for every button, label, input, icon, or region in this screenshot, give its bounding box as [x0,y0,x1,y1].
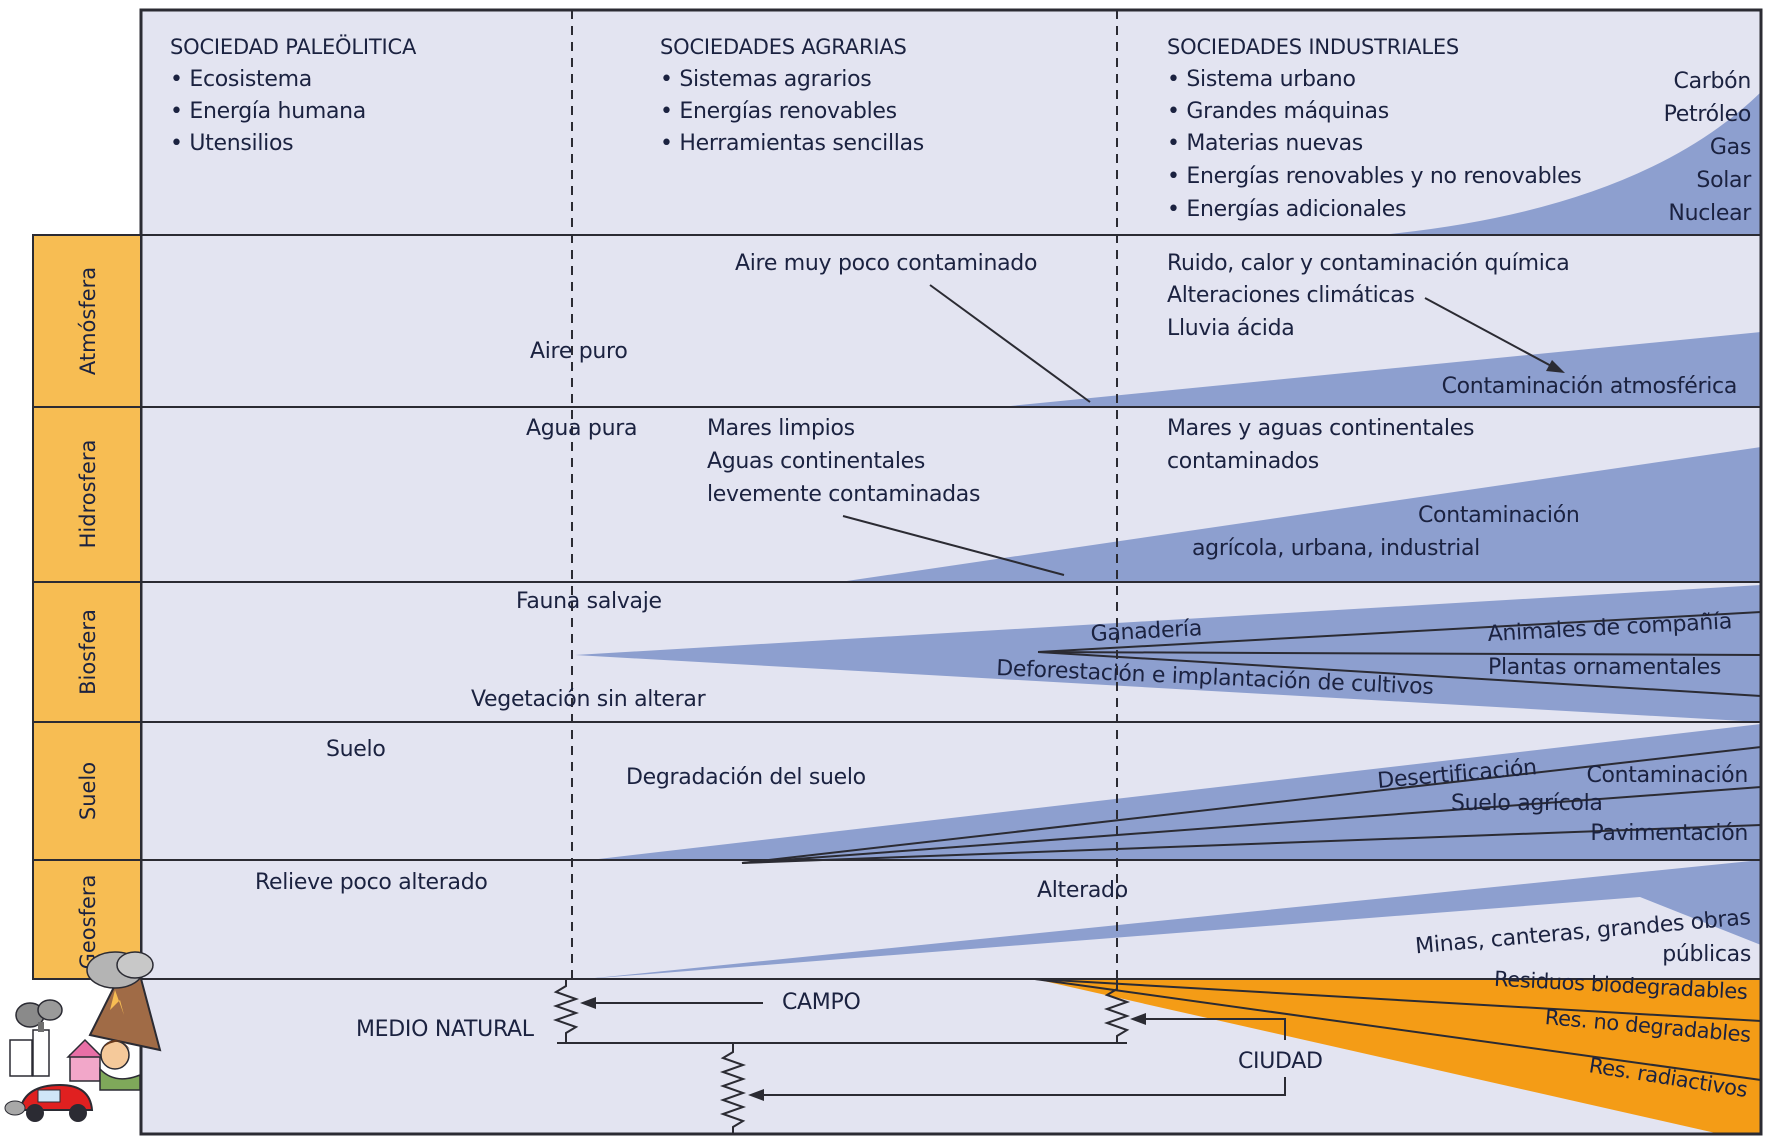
agrarian-title: SOCIEDADES AGRARIAS [660,35,907,59]
agrarian-item: • Herramientas sencillas [660,131,924,156]
agrarian-water-item: Mares limpios [707,416,855,441]
lower-arrow-head [748,1089,764,1101]
atmosphere-arrow-head [1546,360,1565,373]
hydrosphere-row: Agua pura Mares limpios Aguas continenta… [526,416,1580,576]
contaminacion-atmosferica-label: Contaminación atmosférica [1442,374,1737,399]
water-contamination-label: Contaminación [1418,503,1580,528]
sphere-label-biosphere [32,581,142,723]
industrial-atmosphere-item: Alteraciones climáticas [1167,283,1415,308]
industrial-title: SOCIEDADES INDUSTRIALES [1167,35,1459,59]
ciudad-lower-connector [758,1077,1286,1096]
paleolithic-item: • Ecosistema [170,67,312,92]
relieve-label: Relieve poco alterado [255,870,488,895]
campo-label: CAMPO [782,990,860,1015]
row-separators [141,234,1761,980]
biosphere-lines [1037,611,1762,697]
agrarian-water-pointer [842,515,1065,576]
energy-source: Petróleo [1664,102,1751,127]
industrial-item: • Sistema urbano [1167,67,1356,92]
campo-arrow-head [580,997,596,1009]
flow-arrowheads [580,997,1146,1101]
sphere-name-biosphere: Biosfera [76,609,100,695]
agrarian-water-item: levemente contaminadas [707,482,980,507]
vegetacion-label: Vegetación sin alterar [471,687,707,712]
energy-source: Solar [1696,168,1752,193]
paleolithic-title: SOCIEDAD PALEÖLITICA [170,34,417,59]
agrarian-item: • Sistemas agrarios [660,67,871,92]
industrial-water-item: Mares y aguas continentales [1167,416,1474,441]
sphere-name-soil: Suelo [76,762,100,820]
sphere-name-atmosphere: Atmósfera [76,267,100,375]
atmosphere-wedge [1000,332,1761,407]
pollution-cartoon-icon [4,951,162,1122]
soil-lines [741,746,1762,864]
ciudad-zigzag [1103,979,1131,1043]
degradacion-label: Degradación del suelo [626,765,866,790]
sphere-name-hydrosphere: Hidrosfera [76,440,100,549]
sphere-label-atmosphere [32,234,142,408]
industrial-item: • Energías adicionales [1167,197,1406,222]
atmosphere-arrow-line [1424,297,1556,369]
water-contamination-label: agrícola, urbana, industrial [1192,536,1480,561]
lower-zigzag [719,1043,747,1134]
industrial-item: • Grandes máquinas [1167,99,1389,124]
industrial-atmosphere-item: Ruido, calor y contaminación química [1167,251,1570,276]
sphere-label-soil [32,721,142,861]
geosphere-wedge [585,860,1761,979]
hydrosphere-wedge [840,447,1761,582]
sphere-labels: Atmósfera Hidrosfera Biosfera Suelo Geos… [32,234,142,980]
energy-source: Nuclear [1668,201,1752,226]
energy-source: Gas [1710,135,1751,160]
soil-contaminacion-label: Contaminación [1586,763,1748,788]
agua-pura-label: Agua pura [526,416,637,441]
era-headers: SOCIEDAD PALEÖLITICA • Ecosistema • Ener… [170,34,1753,226]
ciudad-arrow-head [1130,1013,1146,1025]
medio-natural-label: MEDIO NATURAL [356,1017,535,1042]
campo-zigzag [552,979,580,1043]
alterado-label: Alterado [1037,878,1128,903]
suelo-agricola-label: Suelo agrícola [1451,791,1603,816]
sphere-label-hydrosphere [32,406,142,583]
flow-connectors [552,979,1286,1134]
agrarian-item: • Energías renovables [660,99,897,124]
industrial-item: • Materias nuevas [1167,131,1363,156]
plantas-ornamentales-label: Plantas ornamentales [1488,655,1721,680]
ganaderia-label: Ganadería [1090,616,1203,647]
waste-lines [1034,978,1762,1081]
minas-label: públicas [1662,942,1751,967]
soil-wedge [590,724,1761,860]
suelo-label: Suelo [326,737,386,762]
industrial-water-item: contaminados [1167,449,1319,474]
ciudad-label: CIUDAD [1238,1049,1323,1074]
agrarian-water-item: Aguas continentales [707,449,925,474]
atmosphere-row: Aire puro Aire muy poco contaminado Ruid… [530,251,1737,403]
pavimentacion-label: Pavimentación [1590,821,1748,846]
fauna-salvaje-label: Fauna salvaje [516,589,662,614]
aire-puro-label: Aire puro [530,339,627,364]
ciudad-upper-connector [1140,1018,1286,1040]
waste-wedge [1035,979,1761,1134]
paleolithic-item: • Energía humana [170,99,366,124]
industrial-item: • Energías renovables y no renovables [1167,164,1581,189]
paleolithic-item: • Utensilios [170,131,293,156]
era-dividers [571,10,1118,979]
aire-poco-contaminado-label: Aire muy poco contaminado [735,251,1037,276]
sphere-name-geosphere: Geosfera [76,875,100,970]
energy-source: Carbón [1674,69,1751,94]
biosphere-row: Fauna salvaje Vegetación sin alterar Gan… [471,589,1762,712]
industrial-atmosphere-item: Lluvia ácida [1167,316,1294,341]
energy-wedge [1380,92,1761,235]
aire-poco-contaminado-pointer [929,284,1091,403]
